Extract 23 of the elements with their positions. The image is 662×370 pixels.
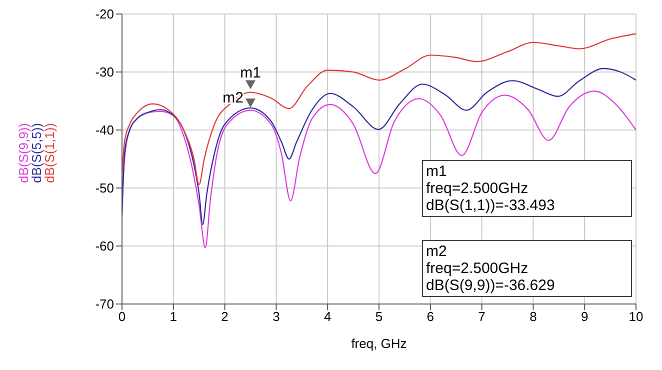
readout-box: m1 freq=2.500GHz dB(S(1,1))=-33.493 <box>422 160 632 217</box>
y-tick-label: -70 <box>95 296 114 312</box>
annotation: m1 <box>240 64 261 82</box>
x-tick-label: 0 <box>118 309 126 324</box>
y-tick-label: -30 <box>95 64 114 80</box>
x-axis-title: freq, GHz <box>351 336 407 351</box>
y-tick-label: -40 <box>95 122 114 138</box>
y-tick-label: -20 <box>95 6 114 22</box>
x-tick-label: 10 <box>628 309 644 324</box>
readout-box: m2 freq=2.500GHz dB(S(9,9))=-36.629 <box>422 240 632 297</box>
x-tick-label: 3 <box>272 309 280 324</box>
x-tick-label: 5 <box>375 309 383 324</box>
x-tick-label: 6 <box>426 309 434 324</box>
x-tick-label: 9 <box>580 309 588 324</box>
y-tick-label: -60 <box>95 238 114 254</box>
y-tick-label: -50 <box>95 180 114 196</box>
x-tick-label: 7 <box>478 309 486 324</box>
x-tick-label: 4 <box>324 309 332 324</box>
x-tick-label: 2 <box>221 309 228 324</box>
x-tick-label: 1 <box>170 309 178 324</box>
x-tick-label: 8 <box>530 309 537 324</box>
legend: dB(S(9,9)) dB(S(5,5)) dB(S(1,1)) <box>14 88 64 218</box>
line-series <box>122 68 636 226</box>
